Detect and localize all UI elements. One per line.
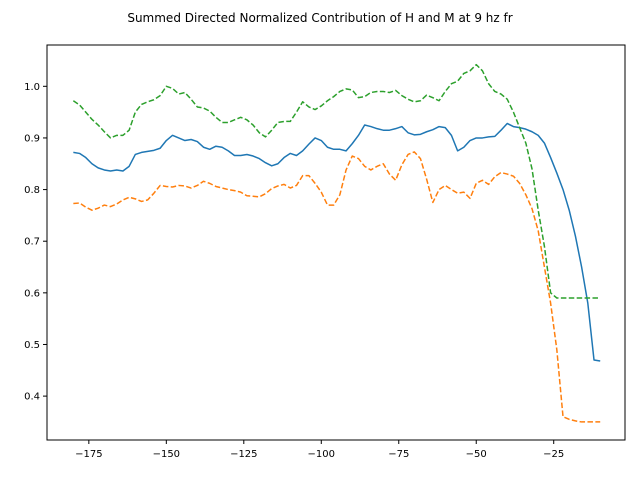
x-axis: −175 −150 −125 −100 −75 −50 −25 [75, 440, 564, 460]
chart-title: Summed Directed Normalized Contribution … [127, 11, 512, 25]
axes-frame [46, 44, 626, 441]
x-tick-label: −175 [75, 449, 102, 460]
y-tick-label: 0.8 [24, 185, 40, 196]
y-tick-label: 1.0 [24, 82, 40, 93]
x-tick-label: −125 [230, 449, 257, 460]
series-line-1 [73, 122, 601, 362]
y-tick-label: 0.5 [24, 340, 40, 351]
x-tick-label: −25 [543, 449, 564, 460]
x-tick-label: −100 [308, 449, 335, 460]
y-tick-label: 0.9 [24, 133, 40, 144]
y-axis: 0.4 0.5 0.6 0.7 0.8 0.9 1.0 [24, 82, 47, 403]
y-tick-label: 0.7 [24, 237, 40, 248]
y-tick-label: 0.4 [24, 392, 40, 403]
series-layer [72, 63, 601, 423]
x-tick-label: −75 [388, 449, 409, 460]
y-tick-label: 0.6 [24, 288, 40, 299]
x-tick-label: −150 [153, 449, 180, 460]
series-line-2 [73, 151, 601, 423]
x-tick-label: −50 [466, 449, 487, 460]
